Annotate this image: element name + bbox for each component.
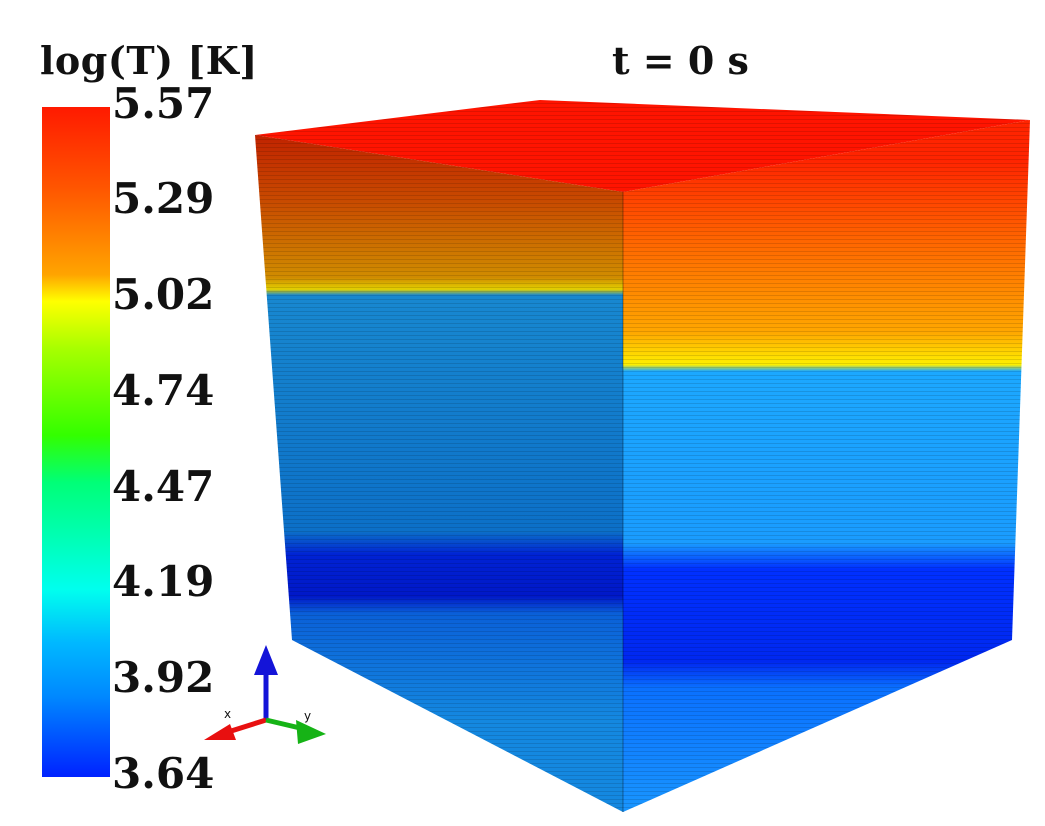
colorbar-tick-label: 4.74 xyxy=(112,366,215,415)
x-axis-line xyxy=(227,717,267,735)
colorbar-tick-label: 5.02 xyxy=(112,270,215,319)
x-axis-label: x xyxy=(224,707,231,721)
y-axis-arrow-icon xyxy=(296,720,326,744)
colorbar-tick-label: 3.92 xyxy=(112,653,215,702)
colorbar-tick-label: 4.47 xyxy=(112,462,215,511)
z-axis-arrow-icon xyxy=(254,645,278,675)
colorbar-title: log(T) [K] xyxy=(40,38,258,83)
cube-top-texture xyxy=(255,100,1030,192)
colorbar-tick-label: 5.57 xyxy=(112,79,215,128)
y-axis-line xyxy=(265,717,301,731)
axes-triad[interactable]: x y xyxy=(200,640,340,760)
colorbar-tick-label: 4.19 xyxy=(112,557,215,606)
x-axis-arrow-icon xyxy=(204,724,236,740)
time-label: t = 0 s xyxy=(612,38,749,83)
colorbar-tick-label: 5.29 xyxy=(112,174,215,223)
colorbar-tick-label: 3.64 xyxy=(112,749,215,798)
colorbar-gradient xyxy=(42,107,110,777)
cube-right-texture xyxy=(623,120,1030,812)
y-axis-label: y xyxy=(304,709,311,723)
cube-left-texture xyxy=(255,135,623,812)
